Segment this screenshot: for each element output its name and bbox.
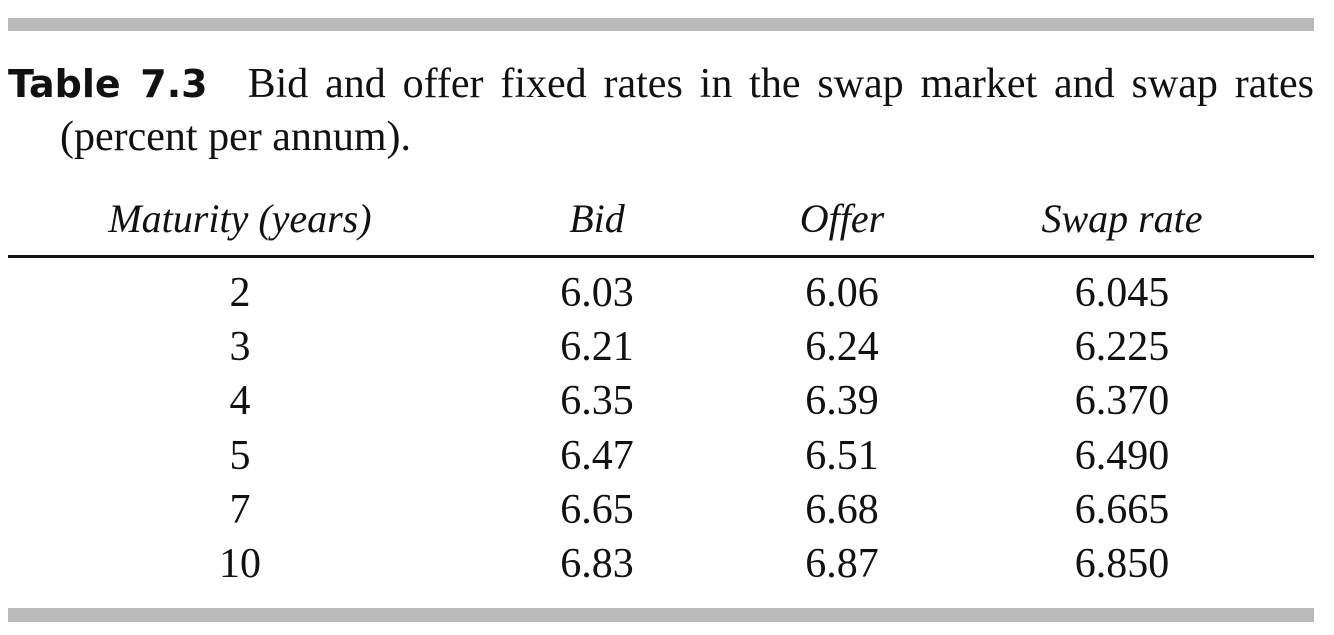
table-cell: 6.21 [560, 324, 634, 371]
table-cell: 4 [229, 378, 251, 425]
table-cell: 6.51 [805, 432, 879, 479]
bottom-bar [8, 608, 1314, 622]
table-cell: 6.225 [1074, 324, 1170, 371]
table-cell: 6.24 [805, 324, 879, 371]
column-header: Bid [569, 196, 625, 241]
column-header: Maturity (years) [108, 196, 372, 241]
table-cell: 2 [229, 270, 251, 316]
table-cell: 5 [229, 432, 251, 479]
table-cell: 7 [229, 486, 251, 533]
top-bar [8, 18, 1314, 31]
table-cell: 6.06 [805, 270, 879, 316]
table-cell: 6.045 [1074, 270, 1170, 316]
caption: Table 7.3 Bid and offer fixed rates in th… [8, 58, 1314, 164]
table-cell: 6.850 [1074, 541, 1170, 587]
column-header: Swap rate [1041, 196, 1203, 241]
caption-label: Table 7.3 [8, 62, 208, 106]
header-rule [8, 255, 1314, 258]
table-cell: 6.35 [560, 378, 634, 425]
table-cell: 6.83 [560, 541, 634, 587]
table-cell: 6.39 [805, 378, 879, 425]
table-cell: 6.87 [805, 541, 879, 587]
caption-text: Bid and offer fixed rates in the swap ma… [60, 61, 1314, 160]
table-cell: 6.47 [560, 432, 634, 479]
table-cell: 6.490 [1074, 432, 1170, 479]
table-cell: 6.03 [560, 270, 634, 316]
table-cell: 6.65 [560, 486, 634, 533]
table-cell: 6.370 [1074, 378, 1170, 425]
table-cell: 10 [219, 541, 261, 587]
column-header: Offer [799, 196, 885, 241]
table-cell: 3 [229, 324, 251, 371]
table-cell: 6.665 [1074, 486, 1170, 533]
table-cell: 6.68 [805, 486, 879, 533]
